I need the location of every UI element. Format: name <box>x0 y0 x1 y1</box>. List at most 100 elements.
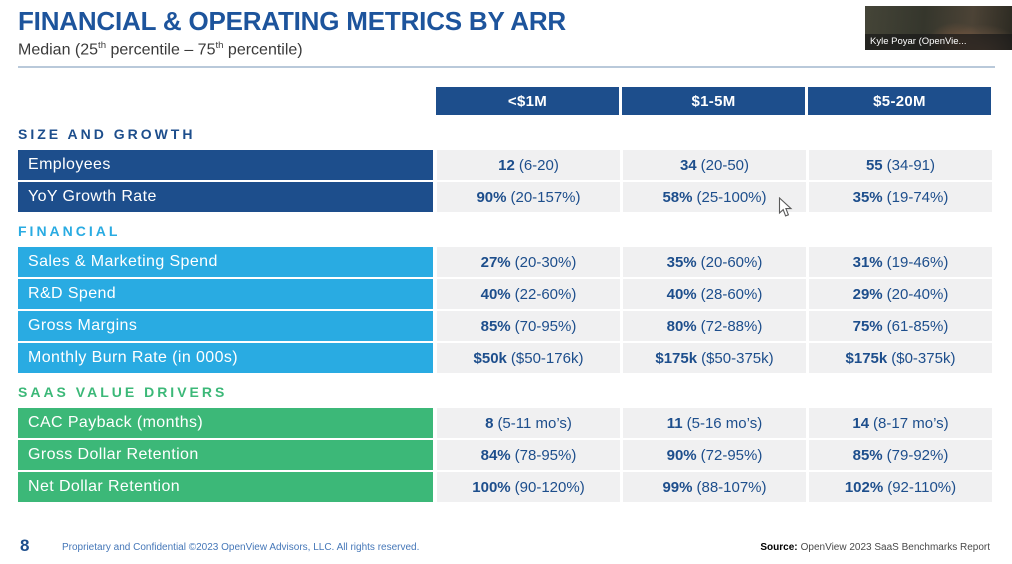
slide-subtitle: Median (25th percentile – 75th percentil… <box>18 40 303 59</box>
column-header-0: <$1M <box>436 87 619 116</box>
median-value: 102% <box>844 478 884 496</box>
range-value: (19-46%) <box>886 253 949 271</box>
median-value: 84% <box>480 446 511 464</box>
value-cell: $50k ($50-176k) <box>437 343 620 374</box>
range-value: (5-16 mo’s) <box>686 414 763 432</box>
range-value: (25-100%) <box>696 188 767 206</box>
median-value: 34 <box>679 156 697 174</box>
value-cell: 102% (92-110%) <box>809 472 992 503</box>
value-cell: 11 (5-16 mo’s) <box>623 408 806 439</box>
table-row: Gross Margins 85% (70-95%) 80% (72-88%) 75% (6… <box>18 311 1012 342</box>
median-value: $175k <box>655 349 698 367</box>
median-value: 40% <box>666 285 697 303</box>
value-cell: 100% (90-120%) <box>437 472 620 503</box>
median-value: 85% <box>480 317 511 335</box>
value-cell: 85% (79-92%) <box>809 440 992 471</box>
value-cell: $175k ($50-375k) <box>623 343 806 374</box>
median-value: 90% <box>666 446 697 464</box>
table-row: CAC Payback (months) 8 (5-11 mo’s) 11 (5-16 … <box>18 408 1012 439</box>
range-value: (61-85%) <box>886 317 949 335</box>
range-value: (22-60%) <box>514 285 577 303</box>
range-value: ($50-176k) <box>510 349 584 367</box>
webcam-name-label: Kyle Poyar (OpenVie... <box>865 34 1012 50</box>
value-cell: 29% (20-40%) <box>809 279 992 310</box>
range-value: (90-120%) <box>514 478 585 496</box>
row-label: R&D Spend <box>18 279 433 310</box>
source-text: OpenView 2023 SaaS Benchmarks Report <box>800 542 990 553</box>
median-value: 35% <box>666 253 697 271</box>
median-value: $50k <box>473 349 507 367</box>
range-value: (88-107%) <box>696 478 767 496</box>
median-value: 35% <box>852 188 883 206</box>
median-value: 55 <box>865 156 883 174</box>
value-cell: 31% (19-46%) <box>809 247 992 278</box>
table-row: Gross Dollar Retention 84% (78-95%) 90% (72-… <box>18 440 1012 471</box>
page-number: 8 <box>20 536 30 555</box>
median-value: 12 <box>498 156 515 174</box>
column-header-1: $1-5M <box>622 87 805 116</box>
table-row: R&D Spend 40% (22-60%) 40% (28-60%) 29% (20-40… <box>18 279 1012 310</box>
range-value: (19-74%) <box>886 188 949 206</box>
median-value: 85% <box>852 446 883 464</box>
value-cell: 75% (61-85%) <box>809 311 992 342</box>
value-cell: 12 (6-20) <box>437 150 620 181</box>
median-value: 80% <box>666 317 697 335</box>
table-row: Employees 12 (6-20) 34 (20-50) 55 (34-91) <box>18 150 1012 181</box>
value-cell: 40% (28-60%) <box>623 279 806 310</box>
table-row: YoY Growth Rate 90% (20-157%) 58% (25-100%) 3… <box>18 182 1012 213</box>
row-label: Employees <box>18 150 433 181</box>
row-label: Net Dollar Retention <box>18 472 433 503</box>
source-line: Source: OpenView 2023 SaaS Benchmarks Rep… <box>760 542 990 553</box>
value-cell: 90% (20-157%) <box>437 182 620 213</box>
source-label: Source: <box>760 542 798 553</box>
range-value: (20-30%) <box>514 253 577 271</box>
median-value: 11 <box>666 414 683 432</box>
median-value: 14 <box>852 414 870 432</box>
section-heading: SAAS VALUE DRIVERS <box>18 384 228 401</box>
median-value: 100% <box>472 478 511 496</box>
range-value: ($0-375k) <box>891 349 956 367</box>
metrics-table-body: SIZE AND GROWTH Employees 12 (6-20) 34 (20-50… <box>0 126 1012 503</box>
range-value: (34-91) <box>886 156 936 174</box>
table-row: Sales & Marketing Spend 27% (20-30%) 35% (20… <box>18 247 1012 278</box>
row-label: Gross Margins <box>18 311 433 342</box>
median-value: $175k <box>845 349 888 367</box>
table-header-row: <$1M $1-5M $5-20M <box>436 87 1012 116</box>
webcam-thumbnail[interactable]: Kyle Poyar (OpenVie... <box>865 6 1012 50</box>
row-label: Gross Dollar Retention <box>18 440 433 471</box>
range-value: (72-95%) <box>700 446 763 464</box>
median-value: 99% <box>662 478 693 496</box>
value-cell: 35% (20-60%) <box>623 247 806 278</box>
value-cell: 58% (25-100%) <box>623 182 806 213</box>
value-cell: $175k ($0-375k) <box>809 343 992 374</box>
value-cell: 85% (70-95%) <box>437 311 620 342</box>
value-cell: 80% (72-88%) <box>623 311 806 342</box>
row-label: Monthly Burn Rate (in 000s) <box>18 343 433 374</box>
median-value: 75% <box>852 317 883 335</box>
value-cell: 14 (8-17 mo’s) <box>809 408 992 439</box>
range-value: (20-157%) <box>510 188 581 206</box>
value-cell: 27% (20-30%) <box>437 247 620 278</box>
slide-title: FINANCIAL & OPERATING METRICS BY ARR <box>18 6 566 36</box>
value-cell: 55 (34-91) <box>809 150 992 181</box>
range-value: (8-17 mo’s) <box>873 414 949 432</box>
range-value: (20-60%) <box>700 253 763 271</box>
range-value: (92-110%) <box>887 478 957 496</box>
row-label: CAC Payback (months) <box>18 408 433 439</box>
range-value: (79-92%) <box>886 446 949 464</box>
range-value: (72-88%) <box>700 317 763 335</box>
section-heading: FINANCIAL <box>18 223 121 240</box>
value-cell: 99% (88-107%) <box>623 472 806 503</box>
range-value: (20-50) <box>700 156 750 174</box>
value-cell: 35% (19-74%) <box>809 182 992 213</box>
median-value: 29% <box>852 285 883 303</box>
title-divider <box>18 66 995 69</box>
value-cell: 8 (5-11 mo’s) <box>437 408 620 439</box>
table-row: Net Dollar Retention 100% (90-120%) 99% (88-… <box>18 472 1012 503</box>
value-cell: 84% (78-95%) <box>437 440 620 471</box>
confidential-notice: Proprietary and Confidential ©2023 OpenV… <box>62 542 420 553</box>
value-cell: 90% (72-95%) <box>623 440 806 471</box>
row-label: Sales & Marketing Spend <box>18 247 433 278</box>
value-cell: 34 (20-50) <box>623 150 806 181</box>
range-value: ($50-375k) <box>701 349 774 367</box>
